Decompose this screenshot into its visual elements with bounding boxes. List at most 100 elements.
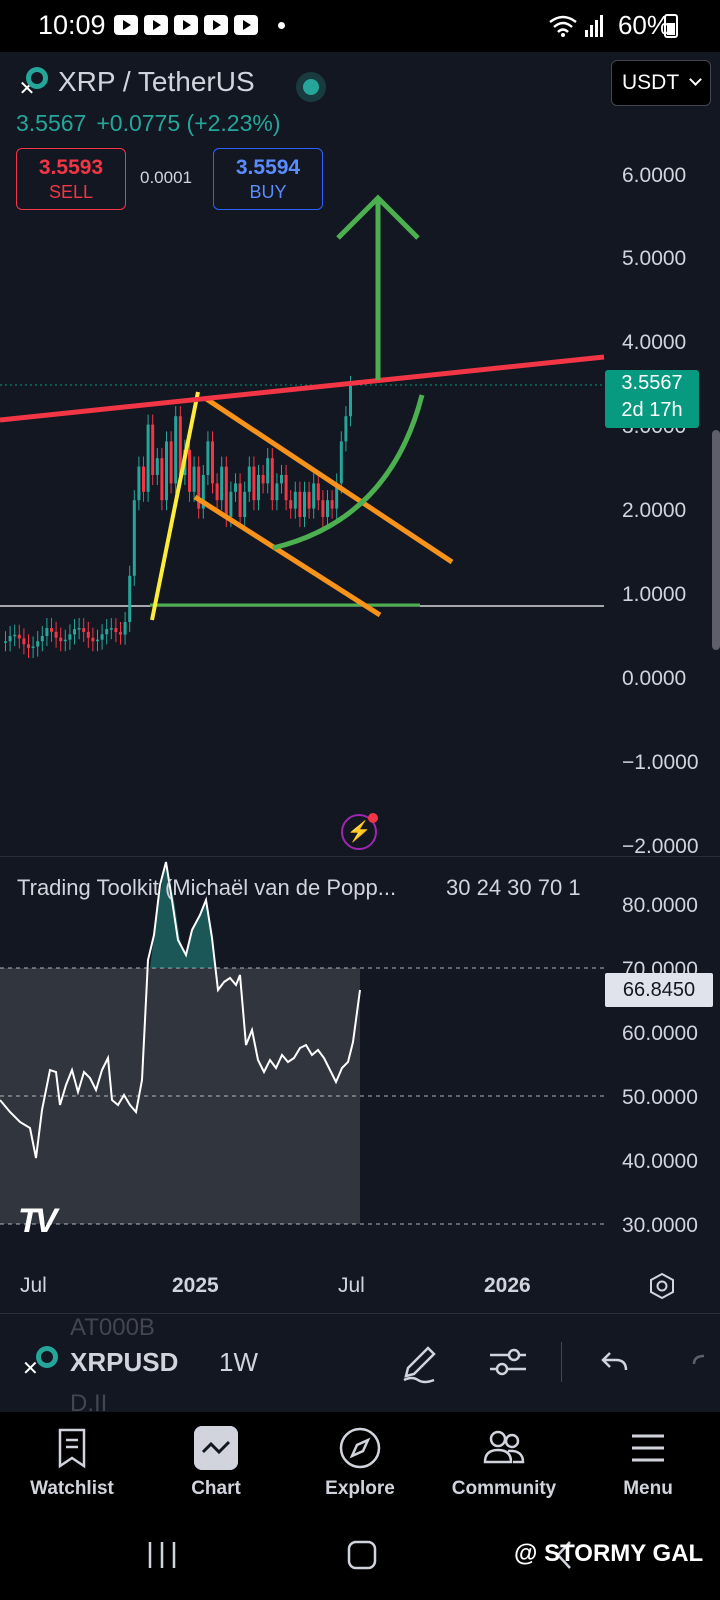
candle — [344, 416, 348, 442]
nav-label: Menu — [623, 1478, 673, 1499]
candle — [109, 628, 113, 630]
price-chart[interactable]: 6.00005.00004.00003.00002.00001.00000.00… — [0, 52, 720, 1312]
candle — [137, 466, 141, 501]
price-axis: 6.00005.00004.00003.00002.00001.00000.00… — [622, 164, 699, 858]
market-open-indicator — [296, 72, 326, 102]
candle — [298, 491, 302, 517]
sell-price: 3.5593 — [38, 156, 104, 179]
chart-icon — [194, 1426, 238, 1470]
price-axis-label: 1.0000 — [622, 583, 686, 606]
candle — [252, 466, 256, 501]
candle — [128, 575, 132, 622]
channel-lower-line — [193, 494, 382, 618]
candle — [220, 466, 224, 501]
interval-selector[interactable]: 1W — [219, 1347, 258, 1377]
candle — [257, 475, 260, 501]
youtube-notification-icon — [204, 15, 228, 35]
candle — [201, 475, 205, 509]
nav-watchlist[interactable]: Watchlist — [0, 1412, 144, 1516]
candle — [261, 475, 265, 484]
candle — [146, 424, 150, 492]
nav-community[interactable]: Community — [432, 1412, 576, 1516]
candle — [27, 644, 30, 648]
sell-label: SELL — [48, 182, 94, 202]
spread-value: 0.0001 — [140, 168, 192, 187]
indicator-title[interactable]: Trading Toolkit (Michaël van de Popp... — [17, 875, 397, 900]
candle — [224, 466, 228, 517]
candle — [36, 641, 40, 647]
currency-select[interactable]: USDT — [611, 60, 711, 106]
rsi-axis-label: 50.0000 — [622, 1086, 698, 1109]
rsi-value-tag: 66.8450 — [605, 973, 713, 1007]
xrp-logo-icon — [36, 1346, 58, 1368]
youtube-notification-icon — [144, 15, 168, 35]
candle — [45, 628, 49, 636]
symbol-title[interactable]: XRP / TetherUS — [58, 66, 255, 97]
candle — [22, 638, 26, 645]
sell-button[interactable]: 3.5593 SELL — [16, 148, 126, 210]
candle — [192, 466, 196, 492]
nav-menu[interactable]: Menu — [576, 1412, 720, 1516]
rsi-axis-label: 80.0000 — [622, 894, 698, 917]
youtube-notification-icon — [174, 15, 198, 35]
candle — [335, 483, 339, 509]
price-scale-handle[interactable] — [712, 430, 720, 650]
channel-upper-line — [203, 395, 454, 565]
candle — [215, 483, 219, 501]
candle — [13, 634, 17, 637]
candle — [77, 628, 81, 630]
candle — [247, 466, 251, 492]
candle — [330, 500, 334, 509]
chart-app: ✕ XRP / TetherUS USDT 3.5567 +0.0775 (+2.… — [0, 52, 720, 1392]
alert-bolt-icon[interactable]: ⚡ — [341, 813, 378, 850]
candle — [91, 637, 95, 642]
menu-icon — [632, 1434, 664, 1462]
candle — [349, 385, 352, 417]
candle — [169, 441, 173, 484]
bottom-navigation: Watchlist Chart Explore Community Menu — [0, 1412, 720, 1516]
current-price-tag: 3.5567 2d 17h — [605, 370, 699, 428]
candle — [114, 628, 118, 633]
youtube-notification-icon — [114, 15, 138, 35]
home-icon[interactable] — [346, 1538, 378, 1572]
redo-icon[interactable] — [680, 1340, 720, 1384]
candle — [17, 634, 21, 639]
tradingview-logo[interactable]: TV — [18, 1202, 58, 1240]
undo-icon[interactable] — [592, 1340, 636, 1384]
symbol-selector[interactable]: XRPUSD — [70, 1347, 179, 1377]
pane-divider[interactable] — [0, 856, 720, 857]
rsi-overbought-fill — [150, 862, 216, 968]
nav-label: Explore — [325, 1478, 395, 1499]
buy-price: 3.5594 — [235, 156, 301, 179]
toolbar-separator — [561, 1342, 562, 1382]
close-icon[interactable]: ✕ — [22, 1358, 39, 1380]
rsi-axis: 80.000070.000060.000050.000040.000030.00… — [622, 894, 698, 1237]
candle — [197, 466, 201, 509]
price-axis-label: 6.0000 — [622, 164, 686, 187]
time-label: Jul — [338, 1274, 365, 1297]
community-icon — [483, 1430, 525, 1464]
candle — [303, 491, 306, 517]
nav-chart[interactable]: Chart — [144, 1412, 288, 1516]
nav-explore[interactable]: Explore — [288, 1412, 432, 1516]
candle — [326, 500, 329, 517]
rsi-line — [0, 861, 361, 1159]
currency-value: USDT — [622, 71, 680, 94]
price-tag-value: 3.5567 — [621, 372, 683, 394]
settings-icon[interactable] — [648, 1272, 676, 1300]
drawing-pen-icon[interactable] — [398, 1340, 442, 1384]
youtube-notification-icon — [234, 15, 258, 35]
candle — [151, 424, 155, 475]
recent-apps-icon[interactable] — [146, 1538, 178, 1572]
candle — [160, 458, 164, 501]
price-change: +0.0775 (+2.23%) — [96, 110, 281, 136]
time-label: Jul — [20, 1274, 47, 1297]
price-tag-countdown: 2d 17h — [621, 399, 683, 421]
candle — [68, 634, 72, 640]
price-axis-label: −2.0000 — [622, 835, 699, 858]
symbol-scroll-prev[interactable]: AT000B — [70, 1314, 155, 1341]
back-icon[interactable] — [552, 1538, 576, 1572]
candle — [321, 500, 325, 517]
indicator-settings-icon[interactable] — [486, 1340, 530, 1384]
buy-button[interactable]: 3.5594 BUY — [213, 148, 323, 210]
